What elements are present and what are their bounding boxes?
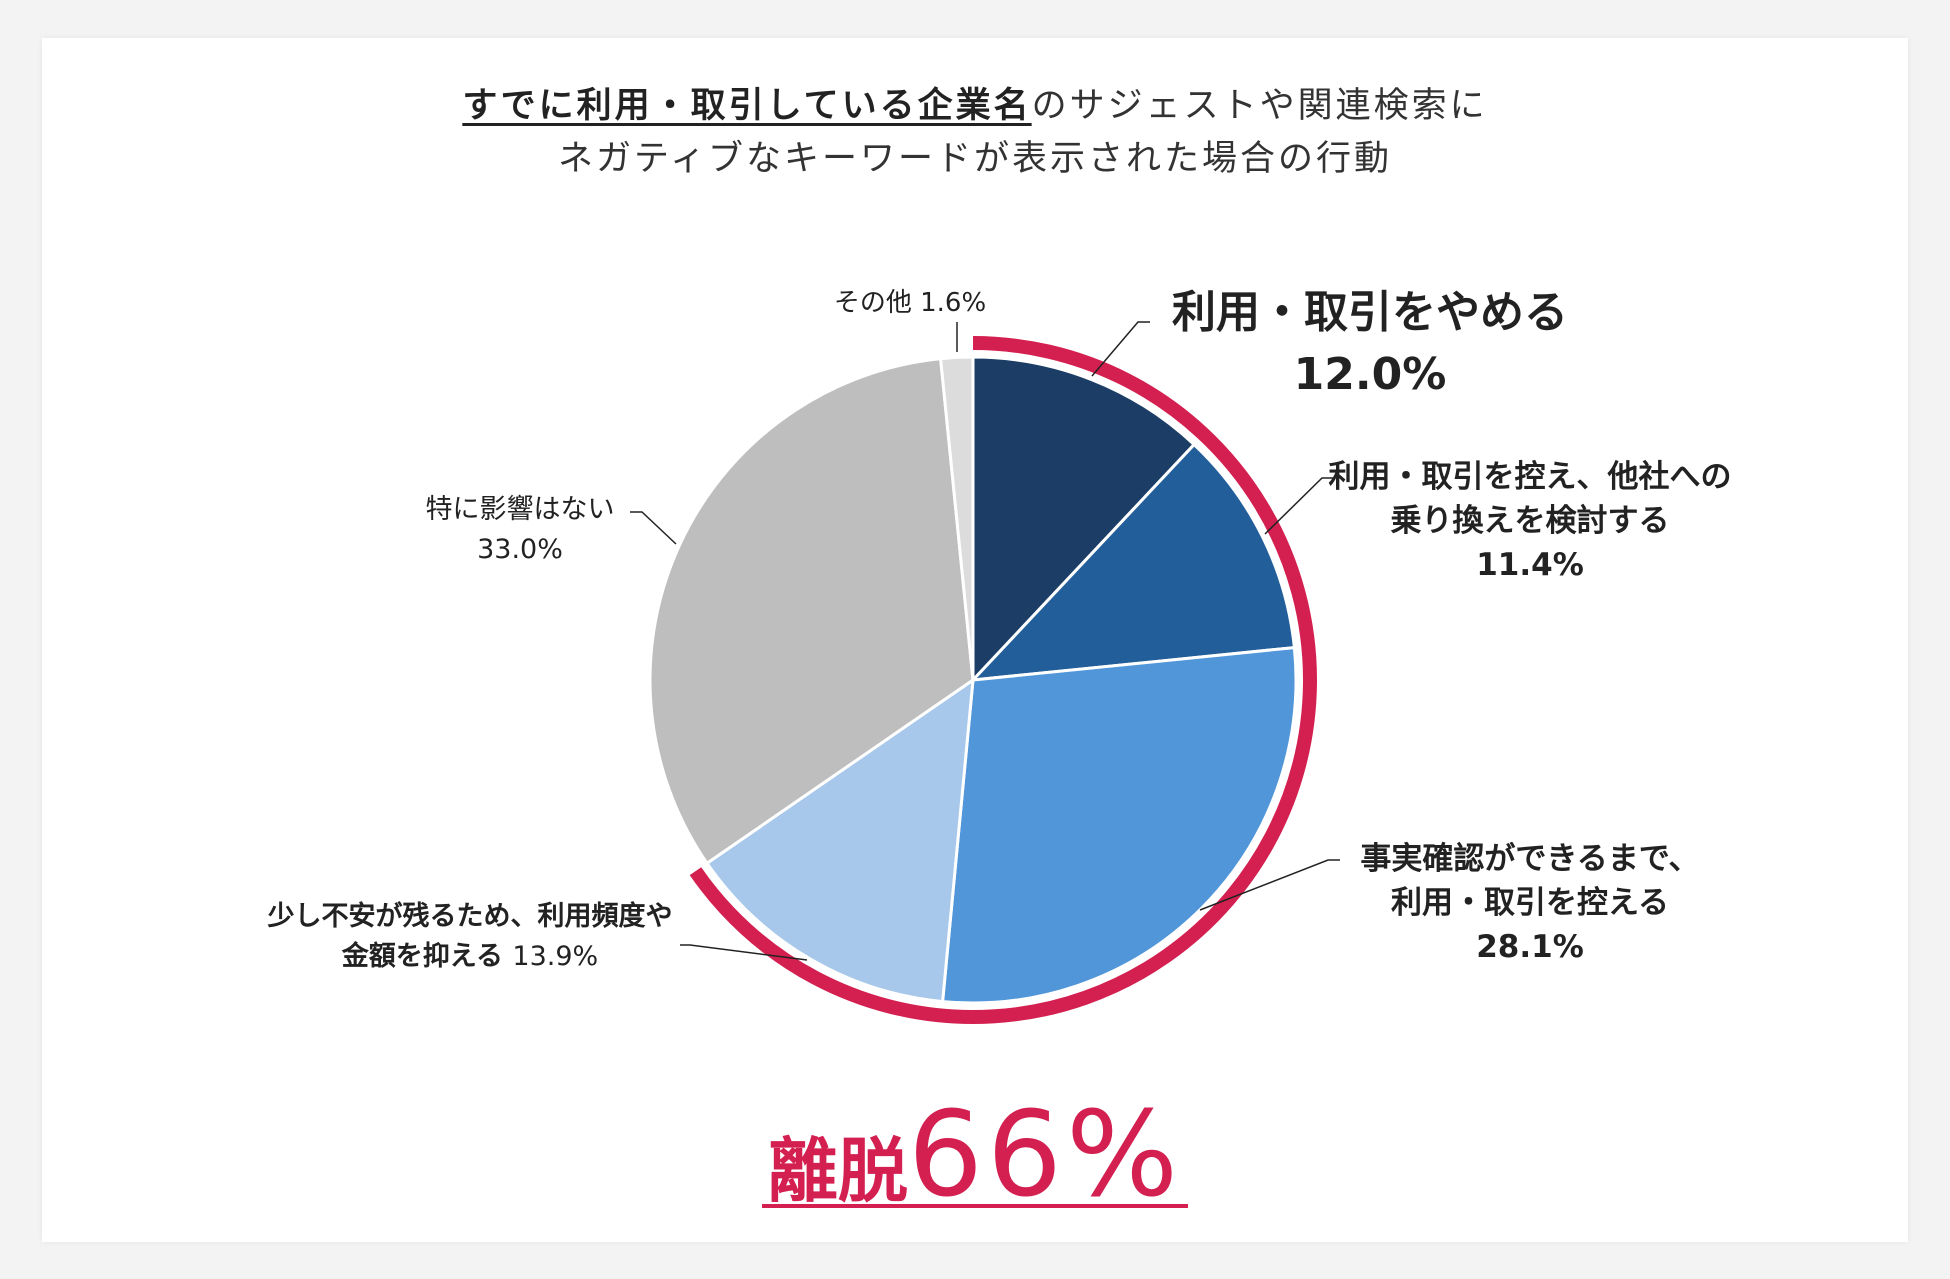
label-other-text: その他 1.6% [833, 288, 987, 318]
title-line2: ネガティブなキーワードが表示された場合の行動 [558, 139, 1392, 179]
label-reduce-pct: 13.9% [512, 941, 599, 972]
chart-title: すでに利用・取引している企業名のサジェストや関連検索に ネガティブなキーワードが… [0, 80, 1950, 186]
pie-slice-1 [971, 355, 1196, 682]
label-quit: 利用・取引をやめる 12.0% [1120, 282, 1620, 406]
churn-highlight-arc [689, 336, 1317, 1024]
leader-line-2 [1264, 477, 1335, 535]
leader-line-3 [1199, 859, 1340, 911]
label-reduce: 少し不安が残るため、利用頻度や 金額を抑える 13.9% [240, 897, 700, 977]
label-switch-line1: 利用・取引を控え、他社への [1328, 459, 1732, 495]
title-line1-rest: のサジェストや関連検索に [1031, 86, 1488, 126]
label-quit-pct: 12.0% [1293, 349, 1447, 400]
label-switch-pct: 11.4% [1476, 547, 1584, 583]
label-quit-text: 利用・取引をやめる [1172, 287, 1568, 338]
churn-value: 66% [907, 1085, 1183, 1223]
pie-slice-4 [705, 678, 975, 1004]
leader-line-4 [680, 944, 808, 961]
pie-slice-6 [939, 355, 975, 682]
churn-summary: 離脱66% [750, 1085, 1200, 1223]
pie-slice-5 [648, 357, 975, 865]
label-refrain-line2: 利用・取引を控える [1390, 885, 1670, 921]
title-emphasis: すでに利用・取引している企業名 [462, 86, 1032, 126]
label-other: その他 1.6% [780, 285, 1040, 321]
leader-line-1 [1091, 321, 1150, 377]
label-none-line1: 特に影響はない [425, 494, 615, 525]
label-none-pct: 33.0% [477, 534, 563, 565]
churn-underline [762, 1204, 1188, 1208]
label-refrain: 事実確認ができるまで、 利用・取引を控える 28.1% [1270, 837, 1790, 969]
label-none: 特に影響はない 33.0% [370, 490, 670, 570]
label-switch-line2: 乗り換えを検討する [1390, 503, 1670, 539]
pie-slice-3 [941, 646, 1298, 1005]
pie-slice-2 [971, 443, 1296, 682]
label-reduce-line1: 少し不安が残るため、利用頻度や [267, 901, 673, 932]
leader-line-5 [630, 511, 677, 545]
label-reduce-line2: 金額を抑える [341, 941, 503, 972]
label-refrain-pct: 28.1% [1476, 929, 1584, 965]
label-switch: 利用・取引を控え、他社への 乗り換えを検討する 11.4% [1270, 455, 1790, 587]
label-refrain-line1: 事実確認ができるまで、 [1360, 841, 1700, 877]
churn-word: 離脱 [767, 1130, 908, 1212]
